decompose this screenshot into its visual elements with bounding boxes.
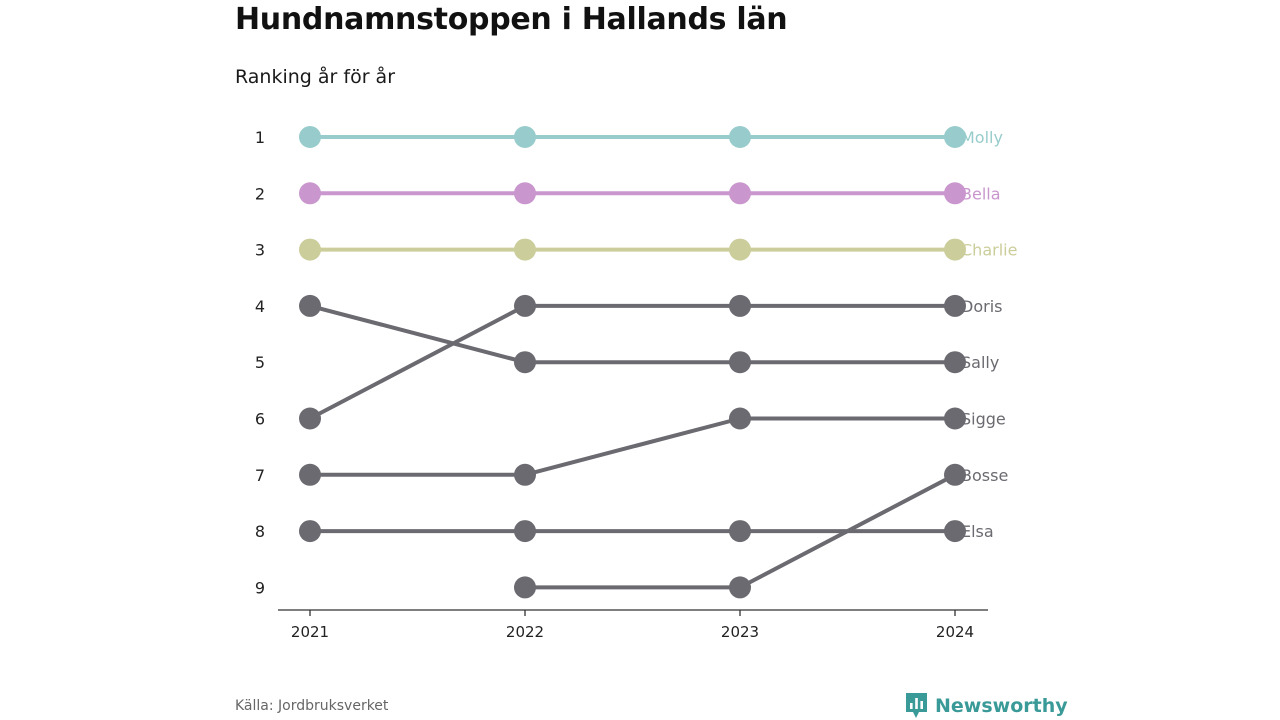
chart-subtitle: Ranking år för år xyxy=(235,66,396,88)
data-point-molly-2023 xyxy=(729,126,751,148)
series-points xyxy=(299,126,966,599)
data-point-charlie-2021 xyxy=(299,238,321,261)
chart-title: Hundnamnstoppen i Hallands län xyxy=(235,2,788,37)
y-tick-label-2: 2 xyxy=(255,184,265,203)
y-tick-label-4: 4 xyxy=(255,297,265,316)
newsworthy-logo-icon xyxy=(906,693,927,718)
y-tick-label-5: 5 xyxy=(255,353,265,372)
brand-name: Newsworthy xyxy=(935,694,1068,717)
data-point-molly-2022 xyxy=(514,126,536,148)
series-label-bella: Bella xyxy=(961,184,1001,203)
y-tick-label-1: 1 xyxy=(255,128,265,147)
data-point-sigge-2024 xyxy=(944,407,966,430)
data-point-charlie-2024 xyxy=(944,238,966,261)
y-tick-label-9: 9 xyxy=(255,578,265,597)
data-point-bella-2023 xyxy=(729,182,751,205)
data-point-elsa-2023 xyxy=(729,520,751,543)
x-tick-label-2022: 2022 xyxy=(506,623,544,641)
data-point-doris-2024 xyxy=(944,294,966,317)
series-label-molly: Molly xyxy=(961,128,1003,147)
y-axis-ticks: 1 2 3 4 5 6 7 8 9 xyxy=(255,128,265,597)
data-point-sigge-2023 xyxy=(729,407,751,430)
data-point-bella-2021 xyxy=(299,182,321,205)
data-point-elsa-2022 xyxy=(514,520,536,543)
series-label-bosse: Bosse xyxy=(961,466,1008,485)
y-tick-label-3: 3 xyxy=(255,241,265,260)
y-tick-label-7: 7 xyxy=(255,466,265,485)
data-point-sally-2023 xyxy=(729,351,751,374)
data-point-bella-2022 xyxy=(514,182,536,205)
data-point-molly-2021 xyxy=(299,126,321,148)
x-axis: 2021 2022 2023 2024 xyxy=(278,609,988,641)
series-label-charlie: Charlie xyxy=(961,241,1017,260)
data-point-sigge-2022 xyxy=(514,463,536,486)
series-label-elsa: Elsa xyxy=(961,522,994,541)
series-line-sigge xyxy=(308,416,957,477)
series-label-sally: Sally xyxy=(961,353,999,372)
data-point-bosse-2023 xyxy=(729,576,751,599)
series-lines xyxy=(308,135,957,590)
series-line-sally xyxy=(308,303,957,365)
data-point-doris-2022 xyxy=(514,294,536,317)
data-point-sally-2022 xyxy=(514,351,536,374)
y-tick-label-8: 8 xyxy=(255,522,265,541)
x-tick-label-2024: 2024 xyxy=(936,623,974,641)
series-line-doris xyxy=(308,303,957,421)
data-point-charlie-2023 xyxy=(729,238,751,261)
x-tick-label-2023: 2023 xyxy=(721,623,759,641)
series-labels: Doris Sally Sigge Bosse Elsa Molly Bella Charli… xyxy=(961,128,1017,541)
data-point-molly-2024 xyxy=(944,126,966,148)
y-tick-label-6: 6 xyxy=(255,410,265,429)
series-label-sigge: Sigge xyxy=(961,410,1006,429)
data-point-sigge-2021 xyxy=(299,463,321,486)
data-point-elsa-2021 xyxy=(299,520,321,543)
data-point-doris-2021 xyxy=(299,407,321,430)
data-point-elsa-2024 xyxy=(944,520,966,543)
data-point-bosse-2024 xyxy=(944,463,966,486)
newsworthy-logo[interactable]: Newsworthy xyxy=(905,692,1068,719)
data-point-charlie-2022 xyxy=(514,238,536,261)
data-point-sally-2021 xyxy=(299,294,321,317)
series-label-doris: Doris xyxy=(961,297,1002,316)
x-tick-label-2021: 2021 xyxy=(291,623,329,641)
data-point-doris-2023 xyxy=(729,294,751,317)
data-point-bosse-2022 xyxy=(514,576,536,599)
data-point-sally-2024 xyxy=(944,351,966,374)
source-note: Källa: Jordbruksverket xyxy=(235,698,389,714)
data-point-bella-2024 xyxy=(944,182,966,205)
